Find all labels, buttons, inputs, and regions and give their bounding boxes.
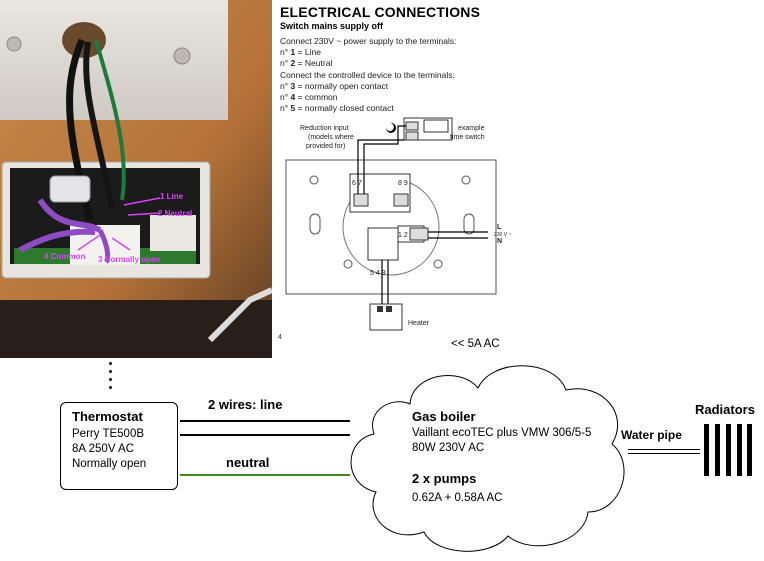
wiring-example-label: example bbox=[458, 125, 485, 132]
thermostat-model: Perry TE500B bbox=[72, 428, 145, 440]
page-number: 4 bbox=[278, 334, 282, 341]
boiler-cloud bbox=[350, 365, 625, 552]
manual-line-terminal-2: n° 2 = Neutral bbox=[280, 58, 333, 68]
thermostat-contact: Normally open bbox=[72, 458, 147, 470]
photo-graphic bbox=[0, 0, 272, 358]
wiring-terminals-6-7: 6 7 bbox=[352, 180, 362, 187]
photo-label-normally-open: 3 Normally open bbox=[98, 255, 161, 264]
wires-label: 2 wires: line bbox=[208, 397, 283, 412]
thermostat-title: Thermostat bbox=[72, 409, 143, 424]
current-label: << 5A AC bbox=[451, 338, 500, 350]
thermostat-rating: 8A 250V AC bbox=[72, 443, 135, 455]
manual-line-terminal-3: n° 3 = normally open contact bbox=[280, 81, 389, 91]
manual-line-power: Connect 230V ~ power supply to the termi… bbox=[280, 36, 457, 46]
wiring-n-label: N bbox=[497, 238, 503, 245]
wiring-reduction-label: Reduction input bbox=[300, 125, 349, 132]
wiring-diagram bbox=[285, 117, 497, 331]
thermostat-wiring-photo: 1 Line 2 Neutral 4 Common 3 Normally ope… bbox=[0, 0, 272, 358]
wiring-reduction-note-2: provided for) bbox=[306, 143, 346, 150]
neutral-label: neutral bbox=[226, 455, 270, 470]
boiler-title: Gas boiler bbox=[412, 409, 476, 424]
wiring-heater-label: Heater bbox=[408, 320, 430, 327]
wiring-voltage-label: 230 V ~ bbox=[494, 232, 512, 238]
line-wire-2 bbox=[180, 434, 350, 436]
manual-line-terminal-4: n° 4 = common bbox=[280, 92, 338, 102]
photo-label-common: 4 Common bbox=[44, 252, 86, 261]
pumps-spec: 0.62A + 0.58A AC bbox=[412, 492, 503, 504]
wiring-l-label: L bbox=[497, 224, 502, 231]
thermostat-box: Thermostat Perry TE500B 8A 250V AC Norma… bbox=[60, 402, 178, 490]
boiler-model: Vaillant ecoTEC plus VMW 306/5-5 bbox=[412, 427, 592, 439]
boiler-spec: 80W 230V AC bbox=[412, 442, 485, 454]
manual-subtitle: Switch mains supply off bbox=[280, 21, 384, 31]
neutral-wire bbox=[180, 474, 350, 476]
manual-title: ELECTRICAL CONNECTIONS bbox=[280, 4, 481, 20]
connector-dots bbox=[109, 362, 113, 390]
water-pipe bbox=[628, 449, 700, 454]
photo-label-neutral: 2 Neutral bbox=[158, 209, 193, 218]
radiators-icon bbox=[704, 424, 752, 476]
manual-line-terminal-1: n° 1 = Line bbox=[280, 47, 321, 57]
manual-line-device: Connect the controlled device to the ter… bbox=[280, 70, 455, 80]
radiators-label: Radiators bbox=[695, 402, 755, 417]
wiring-time-switch-label: time switch bbox=[450, 134, 485, 141]
line-wire-1 bbox=[180, 420, 350, 422]
photo-label-line: 1 Line bbox=[160, 192, 184, 201]
water-pipe-label: Water pipe bbox=[621, 428, 682, 442]
wiring-terminals-8-9: 8 9 bbox=[398, 180, 408, 187]
wiring-terminals-5-4-3: 5 4 3 bbox=[370, 270, 386, 277]
wiring-terminals-1-2: 1 2 bbox=[398, 232, 408, 239]
pumps-title: 2 x pumps bbox=[412, 471, 477, 486]
manual-line-terminal-5: n° 5 = normally closed contact bbox=[280, 103, 394, 113]
wiring-reduction-note-1: (models where bbox=[308, 134, 354, 141]
